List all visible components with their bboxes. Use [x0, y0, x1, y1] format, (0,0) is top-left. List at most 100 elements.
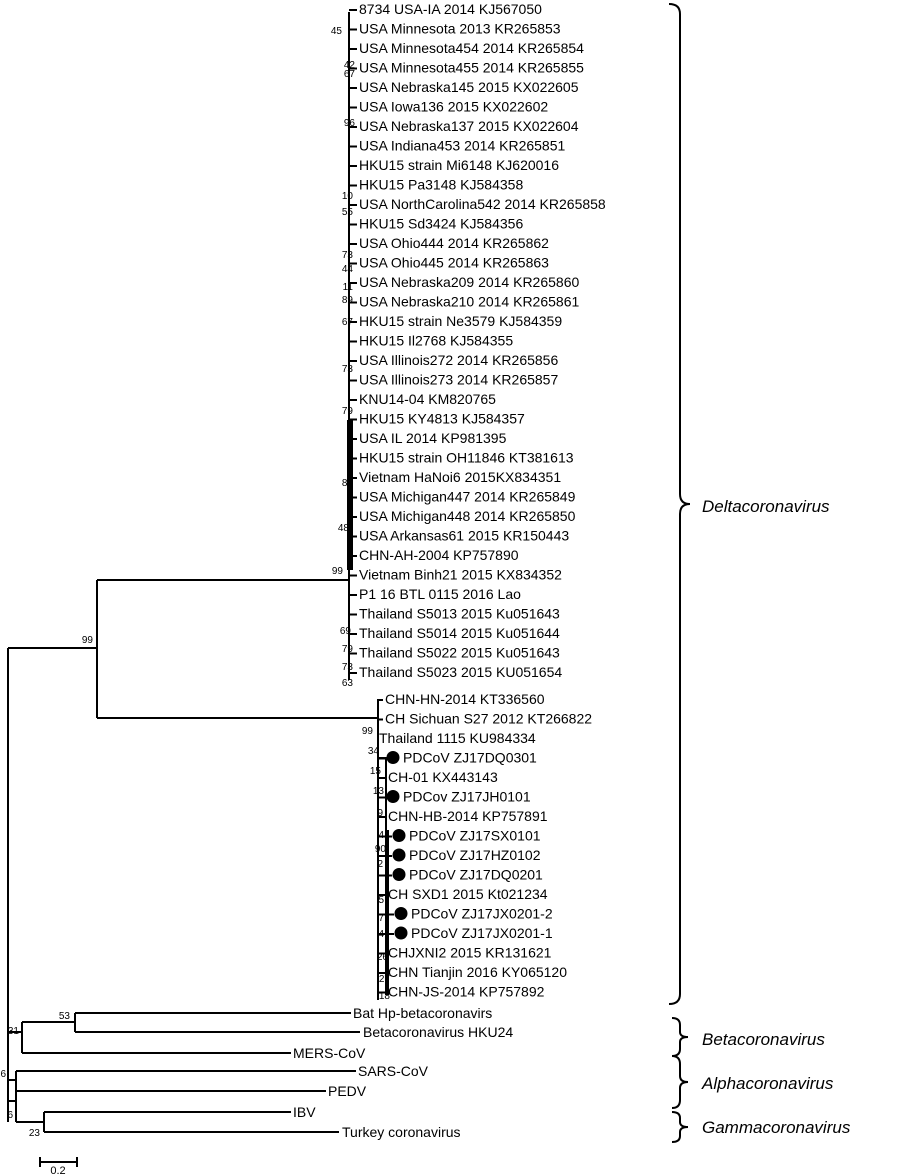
bootstrap-value: 69 [340, 626, 352, 637]
tip-label: MERS-CoV [293, 1045, 366, 1061]
marker-dot-icon [392, 848, 406, 862]
scale-bar: 0.2 [39, 1157, 78, 1175]
marker-dot-icon [392, 829, 406, 842]
scale-bar-label: 0.2 [50, 1165, 65, 1175]
bootstrap-value: 15 [370, 766, 382, 777]
marker-dot-icon [386, 790, 400, 803]
bootstrap-value: 89 [342, 295, 354, 306]
bootstrap-value: 42 [344, 60, 356, 71]
clade-bracket-betacoronavirus: Betacoronavirus [671, 1017, 825, 1057]
bootstrap-value: 13 [373, 786, 385, 797]
tip-label: HKU15 strain Mi6148 KJ620016 [359, 157, 559, 173]
tip-label: Bat Hp-betacoronavirs [353, 1005, 492, 1021]
tip-label: CHN-AH-2004 KP757890 [359, 547, 519, 563]
bootstrap-value: 34 [368, 746, 380, 757]
bootstrap-value: 26 [377, 952, 389, 963]
bootstrap-value: 6 [0, 1069, 6, 1080]
bootstrap-values-top: 45 42 67 96 10 55 73 44 11 89 67 73 79 8… [331, 26, 356, 689]
tip-label: PDCoV ZJ17JX0201-1 [411, 925, 553, 941]
tip-label: USA NorthCarolina542 2014 KR265858 [359, 196, 606, 212]
clade-label: Alphacoronavirus [701, 1074, 834, 1093]
bootstrap-value: 99 [82, 635, 94, 646]
tip-label: USA Iowa136 2015 KX022602 [359, 99, 548, 115]
tip-label: USA Ohio445 2014 KR265863 [359, 255, 549, 271]
tip-label: USA IL 2014 KP981395 [359, 430, 507, 446]
tip-label: PDCoV ZJ17DQ0301 [403, 750, 537, 766]
tip-label: Thailand S5022 2015 Ku051643 [359, 645, 560, 661]
tip-label: Thailand S5014 2015 Ku051644 [359, 625, 560, 641]
tip-label: USA Nebraska209 2014 KR265860 [359, 274, 579, 290]
tip-label: USA Michigan448 2014 KR265850 [359, 508, 576, 524]
tip-label: USA Arkansas61 2015 KR150443 [359, 528, 569, 544]
tip-label: 8734 USA-IA 2014 KJ567050 [359, 1, 542, 17]
bootstrap-value: 73 [342, 662, 354, 673]
tip-label: USA Indiana453 2014 KR265851 [359, 138, 565, 154]
clade-label: Gammacoronavirus [702, 1118, 851, 1137]
bootstrap-value: 48 [338, 523, 350, 534]
tip-label: HKU15 strain Ne3579 KJ584359 [359, 313, 562, 329]
delta-bottom-tip-labels: CHN-HN-2014 KT336560 CH Sichuan S27 2012 … [379, 691, 592, 1000]
tip-label: PEDV [328, 1083, 367, 1099]
bootstrap-value: 73 [342, 364, 354, 375]
tip-label: PDCoV ZJ17SX0101 [409, 828, 541, 844]
bootstrap-value: 67 [344, 69, 356, 80]
tip-label: USA Illinois272 2014 KR265856 [359, 352, 558, 368]
tip-label: CH-01 KX443143 [388, 769, 498, 785]
bootstrap-value: 99 [332, 566, 344, 577]
tip-label: IBV [293, 1104, 316, 1120]
bootstrap-value: 4 [378, 830, 384, 841]
bootstrap-value: 67 [342, 317, 354, 328]
tip-label: CHN-HB-2014 KP757891 [388, 808, 548, 824]
delta-bottom-tip-branches [377, 699, 394, 994]
marker-dot-icon [394, 926, 408, 940]
bootstrap-value: 90 [375, 844, 387, 855]
tip-label: HKU15 Pa3148 KJ584358 [359, 177, 523, 193]
tip-label: USA Nebraska137 2015 KX022604 [359, 118, 579, 134]
tip-label: HKU15 Il2768 KJ584355 [359, 333, 513, 349]
tree-branches [7, 12, 389, 1133]
bootstrap-value: 23 [29, 1128, 41, 1139]
clade-label: Deltacoronavirus [702, 497, 830, 516]
bootstrap-value: 63 [342, 678, 354, 689]
tip-label: Vietnam HaNoi6 2015KX834351 [359, 469, 561, 485]
bootstrap-value: 73 [342, 250, 354, 261]
bootstrap-value: 80 [342, 478, 354, 489]
tip-label: Thailand S5013 2015 Ku051643 [359, 606, 560, 622]
bootstrap-value: 18 [379, 991, 391, 1002]
bootstrap-value: 6 [7, 1110, 13, 1121]
clade-bracket-alphacoronavirus: Alphacoronavirus [671, 1055, 834, 1109]
tip-label: PDCoV ZJ17JX0201-2 [411, 906, 553, 922]
clade-bracket-deltacoronavirus: Deltacoronavirus [668, 3, 830, 1005]
tip-label: USA Minnesota455 2014 KR265855 [359, 60, 584, 76]
tip-label: CH SXD1 2015 Kt021234 [388, 886, 548, 902]
tip-label: USA Ohio444 2014 KR265862 [359, 235, 549, 251]
bootstrap-value: 44 [342, 264, 354, 275]
tip-label: USA Minnesota454 2014 KR265854 [359, 40, 584, 56]
tip-label: USA Minnesota 2013 KR265853 [359, 21, 561, 37]
tip-label: HKU15 strain OH11846 KT381613 [359, 450, 574, 466]
bootstrap-values-bottom: 99 34 15 13 9 4 90 2 5 7 4 26 27 18 [362, 726, 391, 1002]
outgroup-tip-labels: Bat Hp-betacoronavirs Betacoronavirus HK… [293, 1005, 513, 1140]
clade-label: Betacoronavirus [702, 1030, 825, 1049]
bootstrap-value: 2 [377, 859, 383, 870]
tip-label: CHN Tianjin 2016 KY065120 [388, 964, 567, 980]
tip-label: USA Illinois273 2014 KR265857 [359, 372, 558, 388]
bootstrap-value: 45 [331, 26, 343, 37]
bootstrap-value: 31 [8, 1026, 20, 1037]
bootstrap-value: 7 [378, 913, 384, 924]
bootstrap-value: 9 [377, 808, 383, 819]
tip-label: Turkey coronavirus [342, 1124, 461, 1140]
tip-label: CHJXNI2 2015 KR131621 [388, 945, 552, 961]
tip-label: USA Nebraska210 2014 KR265861 [359, 294, 579, 310]
tip-label: Vietnam Binh21 2015 KX834352 [359, 567, 562, 583]
bootstrap-value: 55 [342, 207, 354, 218]
marker-dot-icon [386, 751, 400, 764]
tip-label: Thailand 1115 KU984334 [379, 730, 536, 746]
delta-top-tip-branches [349, 9, 357, 674]
clade-bracket-gammacoronavirus: Gammacoronavirus [671, 1111, 851, 1143]
marker-dot-icon [392, 868, 406, 881]
tip-label: KNU14-04 KM820765 [359, 391, 496, 407]
tip-label: HKU15 KY4813 KJ584357 [359, 411, 525, 427]
tip-label: CH Sichuan S27 2012 KT266822 [385, 711, 592, 727]
